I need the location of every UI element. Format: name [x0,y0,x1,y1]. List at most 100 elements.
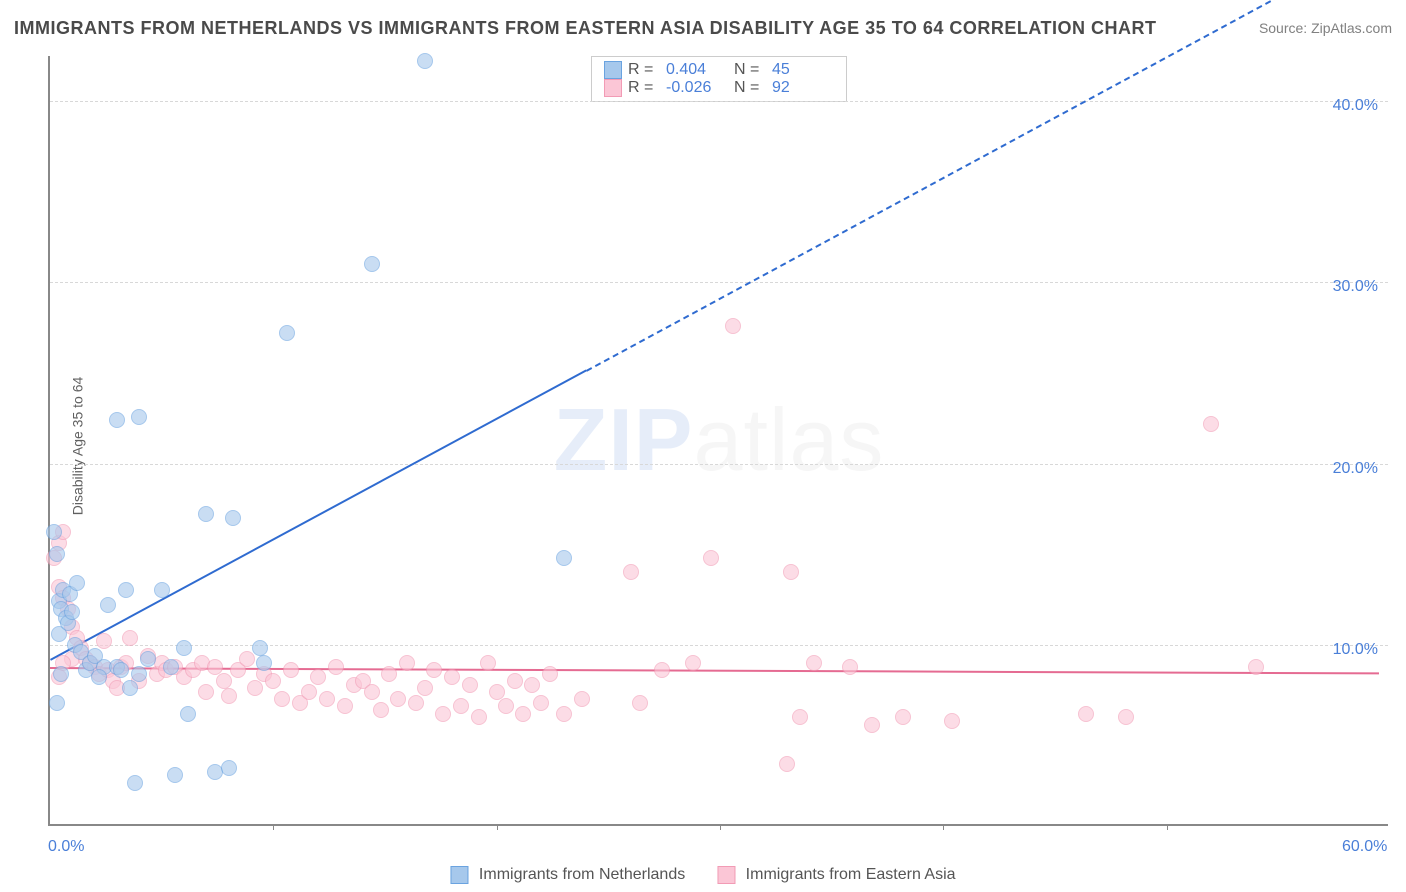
source-attribution: Source: ZipAtlas.com [1259,20,1392,36]
legend-n-label: N = [734,61,766,79]
data-point [167,767,183,783]
data-point [556,706,572,722]
data-point [239,651,255,667]
data-point [556,550,572,566]
x-tick [720,824,721,830]
legend-item-eastern-asia: Immigrants from Eastern Asia [717,866,955,884]
x-tick [497,824,498,830]
data-point [140,651,156,667]
data-point [247,680,263,696]
data-point [122,680,138,696]
data-point [623,564,639,580]
data-point [221,760,237,776]
data-point [328,659,344,675]
data-point [198,684,214,700]
data-point [542,666,558,682]
data-point [96,633,112,649]
data-point [265,673,281,689]
gridline [50,645,1388,646]
data-point [373,702,389,718]
y-tick-label: 10.0% [1333,641,1378,659]
data-point [283,662,299,678]
data-point [113,662,129,678]
data-point [498,698,514,714]
data-point [364,256,380,272]
y-tick-label: 30.0% [1333,278,1378,296]
data-point [515,706,531,722]
data-point [100,597,116,613]
data-point [895,709,911,725]
data-point [654,662,670,678]
data-point [390,691,406,707]
x-tick-label: 60.0% [1342,838,1387,856]
data-point [256,655,272,671]
data-point [444,669,460,685]
data-point [198,506,214,522]
data-point [64,604,80,620]
y-tick-label: 20.0% [1333,460,1378,478]
legend-swatch-icon [450,866,468,884]
correlation-legend: R = 0.404 N = 45 R = -0.026 N = 92 [591,56,847,102]
data-point [310,669,326,685]
data-point [864,717,880,733]
legend-swatch-netherlands [604,61,622,79]
data-point [131,409,147,425]
x-tick-label: 0.0% [48,838,84,856]
gridline [50,101,1388,102]
gridline [50,282,1388,283]
legend-n-label: N = [734,79,766,97]
data-point [489,684,505,700]
legend-series-name-eastern-asia: Immigrants from Eastern Asia [746,866,956,883]
data-point [225,510,241,526]
data-point [381,666,397,682]
data-point [91,669,107,685]
data-point [806,655,822,671]
legend-series-name-netherlands: Immigrants from Netherlands [479,866,685,883]
data-point [1203,416,1219,432]
data-point [69,575,85,591]
data-point [779,756,795,772]
legend-row-netherlands: R = 0.404 N = 45 [604,61,834,79]
regression-line [50,667,1379,674]
y-tick-label: 40.0% [1333,97,1378,115]
legend-r-value-netherlands: 0.404 [666,61,728,79]
x-tick [943,824,944,830]
data-point [221,688,237,704]
legend-n-value-eastern-asia: 92 [772,79,834,97]
scatter-plot: ZIPatlas R = 0.404 N = 45 R = -0.026 N =… [48,56,1388,826]
data-point [417,680,433,696]
data-point [533,695,549,711]
data-point [163,659,179,675]
data-point [453,698,469,714]
data-point [435,706,451,722]
gridline [50,464,1388,465]
data-point [842,659,858,675]
legend-n-value-netherlands: 45 [772,61,834,79]
data-point [274,691,290,707]
data-point [154,582,170,598]
data-point [703,550,719,566]
data-point [944,713,960,729]
data-point [49,695,65,711]
legend-r-value-eastern-asia: -0.026 [666,79,728,97]
legend-r-label: R = [628,79,660,97]
data-point [685,655,701,671]
data-point [725,318,741,334]
data-point [118,582,134,598]
watermark-suffix: atlas [694,390,885,489]
data-point [471,709,487,725]
data-point [337,698,353,714]
watermark: ZIPatlas [554,389,885,491]
data-point [417,53,433,69]
data-point [301,684,317,700]
data-point [1078,706,1094,722]
data-point [462,677,478,693]
data-point [524,677,540,693]
data-point [207,659,223,675]
legend-r-label: R = [628,61,660,79]
data-point [180,706,196,722]
x-tick [1167,824,1168,830]
x-tick [273,824,274,830]
chart-title: IMMIGRANTS FROM NETHERLANDS VS IMMIGRANT… [14,18,1157,39]
legend-row-eastern-asia: R = -0.026 N = 92 [604,79,834,97]
